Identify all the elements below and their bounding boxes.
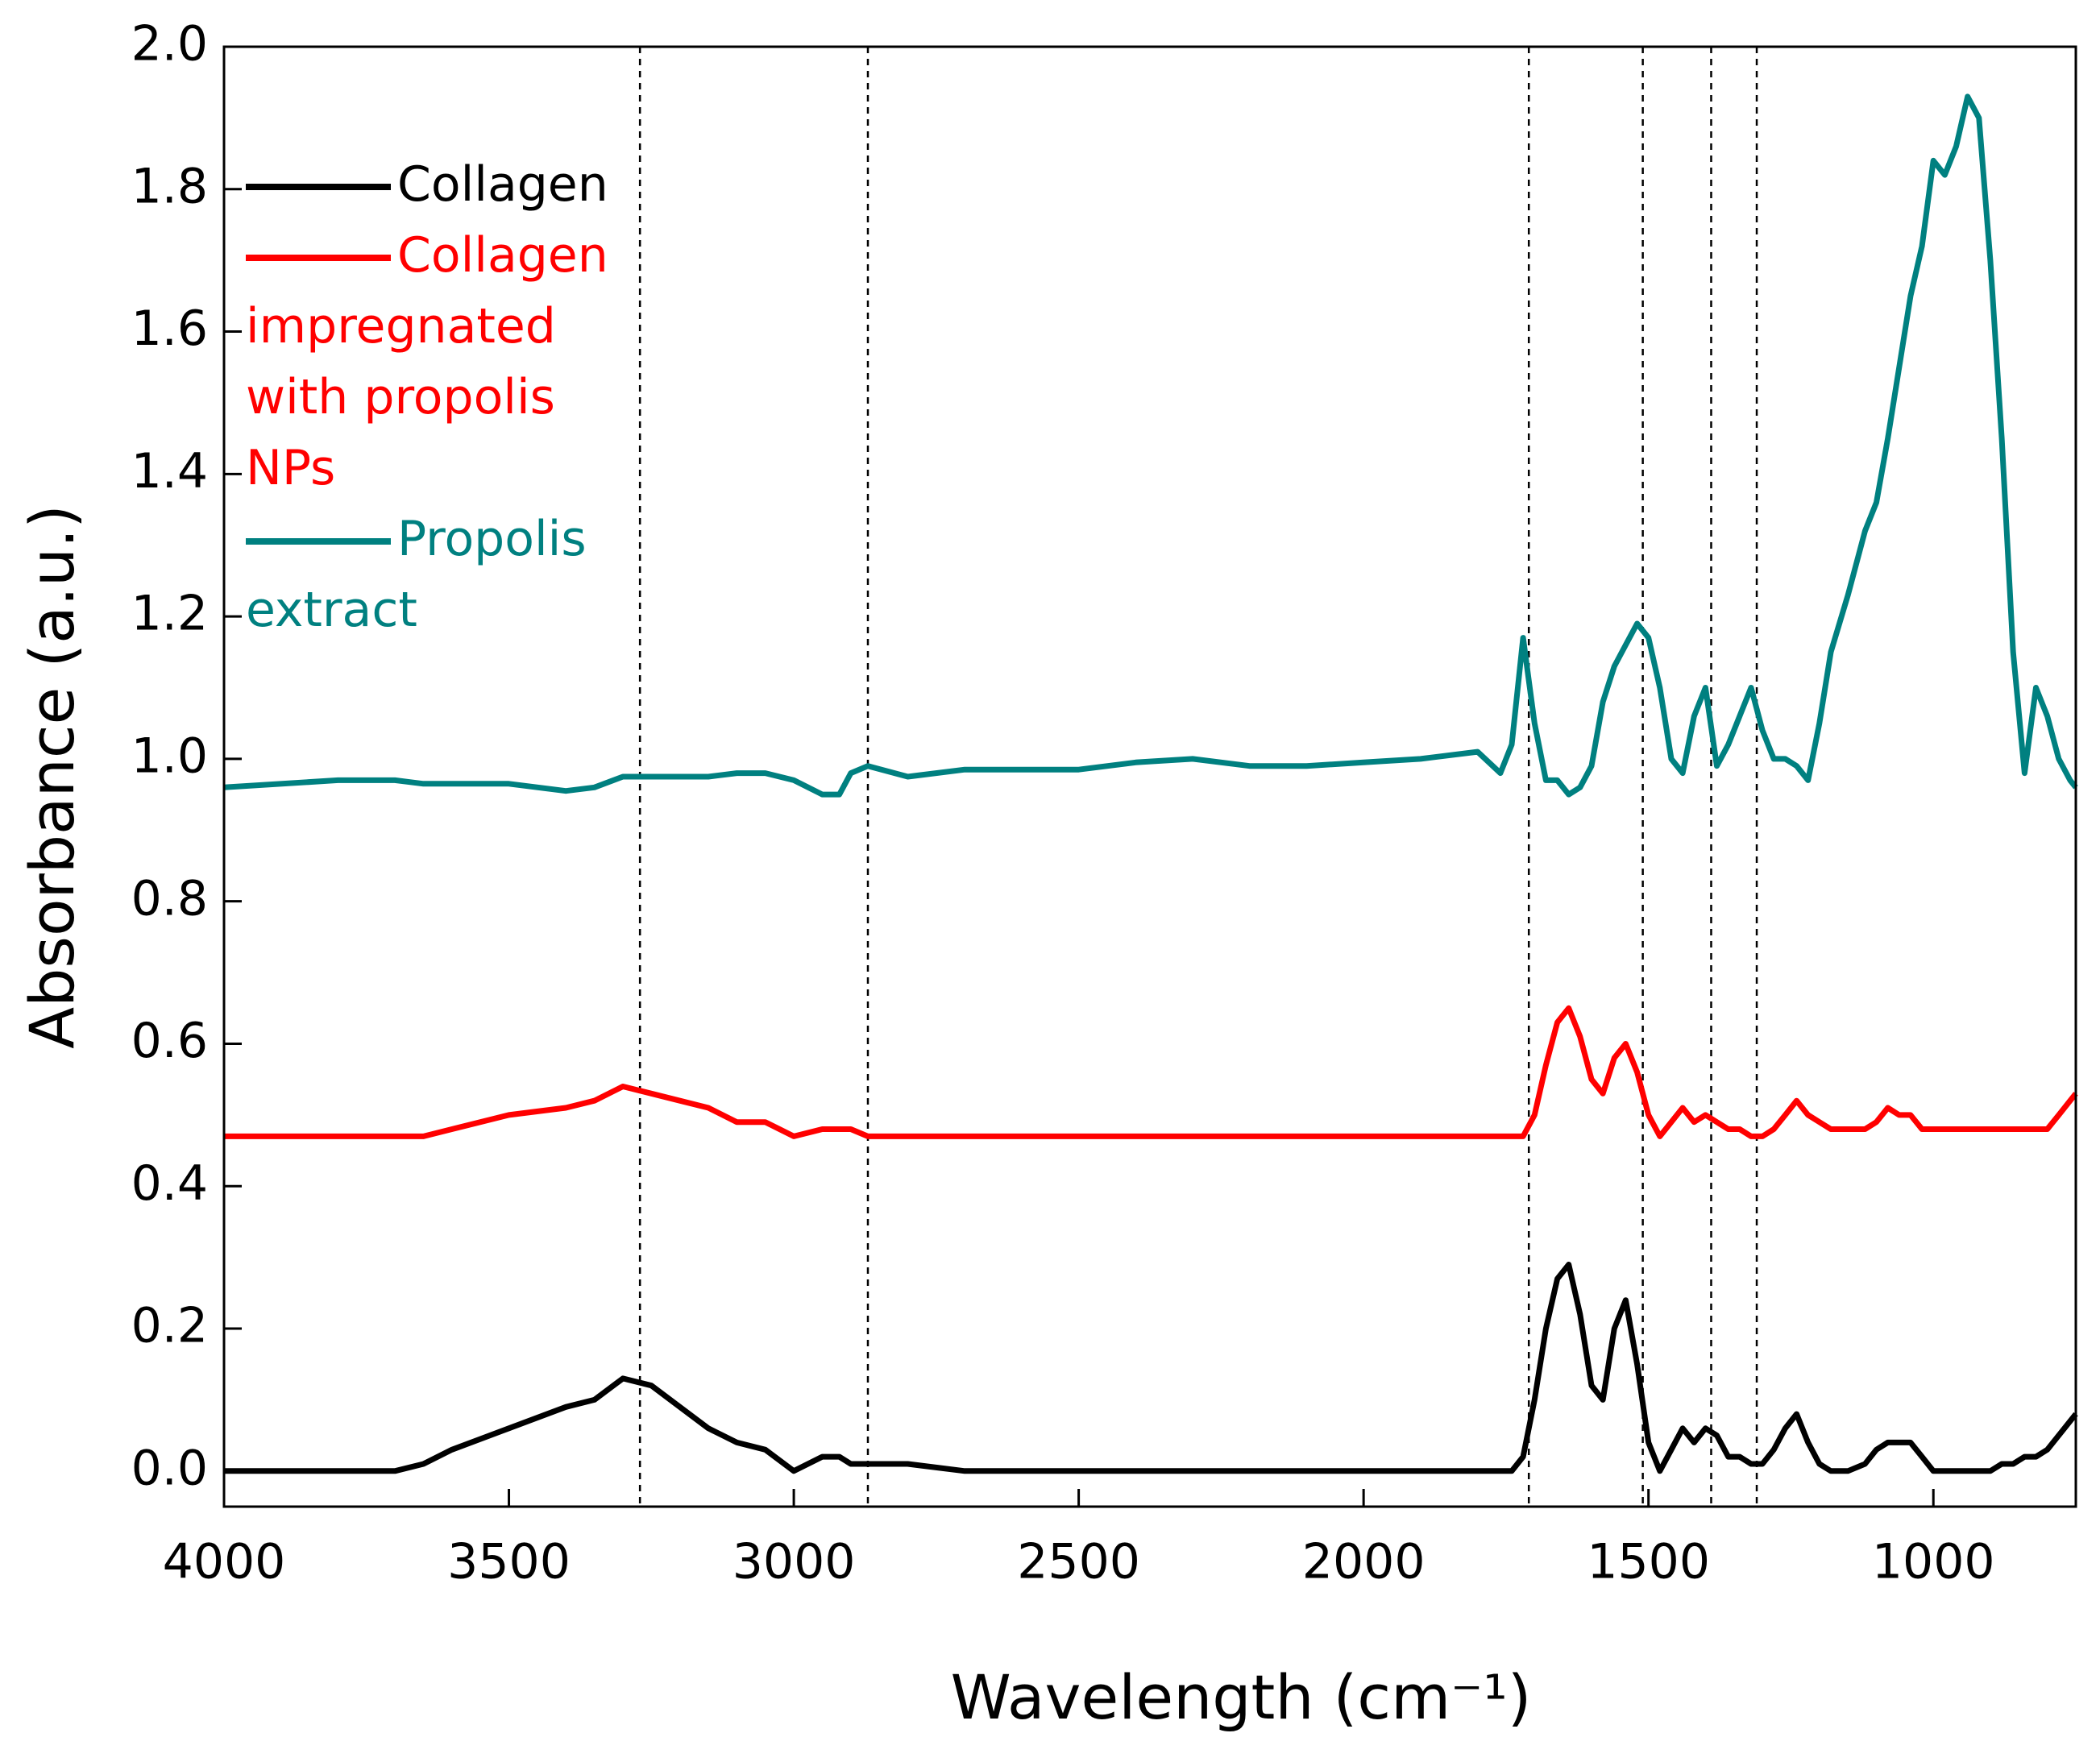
legend-swatch xyxy=(246,538,391,545)
legend-label: Collagen xyxy=(397,156,608,213)
x-tick-label: 2000 xyxy=(1302,1534,1426,1590)
y-tick-label: 0.4 xyxy=(131,1155,208,1212)
y-tick-label: 1.4 xyxy=(131,443,208,500)
x-tick-label: 3500 xyxy=(447,1534,571,1590)
plot-frame xyxy=(222,45,2077,1508)
y-tick-label: 1.2 xyxy=(131,586,208,642)
legend: Collagen Collagen impregnated with propol… xyxy=(246,149,625,645)
x-axis-title: Wavelength (cm⁻¹) xyxy=(951,1661,1532,1733)
y-tick-label: 1.0 xyxy=(131,728,208,784)
y-tick-label: 0.6 xyxy=(131,1013,208,1069)
y-tick-label: 0.8 xyxy=(131,870,208,927)
data-line xyxy=(224,1262,2078,1474)
data-line xyxy=(223,93,2078,798)
legend-swatch xyxy=(246,255,391,262)
legend-label: Collagen impregnated with propolis NPs xyxy=(246,227,608,496)
legend-label: Propolis extract xyxy=(246,511,587,638)
y-axis-title: Absorbance (a.u.) xyxy=(16,504,88,1049)
legend-swatch xyxy=(246,184,391,191)
legend-item: Propolis extract xyxy=(246,504,625,645)
x-tick-label: 1000 xyxy=(1872,1534,1995,1590)
x-tick-label: 2500 xyxy=(1017,1534,1140,1590)
y-tick-label: 0.0 xyxy=(131,1440,208,1496)
x-tick-label: 4000 xyxy=(163,1534,286,1590)
legend-item: Collagen impregnated with propolis NPs xyxy=(246,220,625,504)
y-tick-label: 1.8 xyxy=(131,158,208,214)
y-tick-label: 0.2 xyxy=(131,1298,208,1354)
legend-item: Collagen xyxy=(246,149,625,220)
data-line xyxy=(224,1005,2078,1139)
x-tick-label: 1500 xyxy=(1587,1534,1710,1590)
x-tick-label: 3000 xyxy=(733,1534,856,1590)
y-tick-label: 2.0 xyxy=(131,16,208,73)
y-tick-label: 1.6 xyxy=(131,301,208,357)
